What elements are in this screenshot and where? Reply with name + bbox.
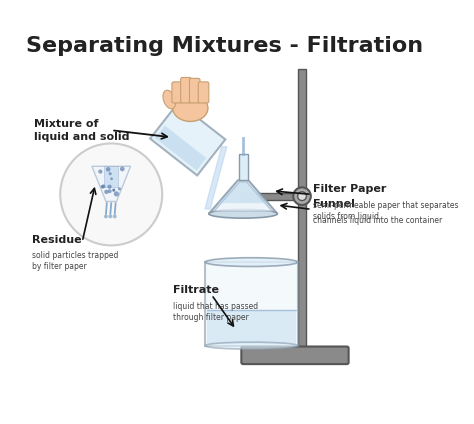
Circle shape bbox=[108, 184, 112, 189]
FancyBboxPatch shape bbox=[104, 166, 118, 187]
Circle shape bbox=[114, 191, 119, 196]
Polygon shape bbox=[92, 166, 130, 201]
Circle shape bbox=[110, 177, 113, 180]
Polygon shape bbox=[209, 180, 277, 214]
Ellipse shape bbox=[173, 95, 208, 121]
Circle shape bbox=[120, 167, 125, 171]
Circle shape bbox=[112, 189, 115, 191]
Circle shape bbox=[101, 184, 105, 188]
Circle shape bbox=[118, 187, 121, 190]
Circle shape bbox=[104, 190, 109, 194]
Text: Filtrate: Filtrate bbox=[173, 285, 219, 295]
FancyBboxPatch shape bbox=[207, 310, 296, 344]
Polygon shape bbox=[150, 103, 225, 176]
FancyBboxPatch shape bbox=[239, 154, 247, 180]
Circle shape bbox=[112, 189, 115, 192]
FancyBboxPatch shape bbox=[205, 262, 298, 346]
Text: Residue: Residue bbox=[32, 234, 82, 245]
Circle shape bbox=[293, 187, 311, 205]
Text: solid particles trapped
by filter paper: solid particles trapped by filter paper bbox=[32, 251, 118, 271]
Text: Funnel: Funnel bbox=[313, 199, 356, 209]
Circle shape bbox=[100, 185, 104, 189]
Circle shape bbox=[108, 189, 112, 193]
Circle shape bbox=[98, 170, 102, 174]
Circle shape bbox=[60, 143, 162, 245]
Ellipse shape bbox=[205, 258, 298, 267]
Text: liquid that has passed
through filter paper: liquid that has passed through filter pa… bbox=[173, 302, 258, 322]
Polygon shape bbox=[155, 126, 206, 170]
Circle shape bbox=[106, 167, 110, 172]
FancyBboxPatch shape bbox=[181, 78, 191, 103]
FancyBboxPatch shape bbox=[241, 346, 348, 364]
Circle shape bbox=[109, 172, 112, 175]
FancyBboxPatch shape bbox=[190, 78, 200, 103]
Text: Filter Paper: Filter Paper bbox=[313, 184, 387, 195]
Circle shape bbox=[298, 192, 306, 201]
Circle shape bbox=[109, 215, 112, 218]
Text: semi-permeable paper that separates
solids from liquid.: semi-permeable paper that separates soli… bbox=[313, 201, 459, 220]
FancyBboxPatch shape bbox=[198, 82, 209, 103]
FancyBboxPatch shape bbox=[299, 69, 306, 350]
Polygon shape bbox=[214, 182, 272, 211]
FancyBboxPatch shape bbox=[240, 192, 304, 200]
Circle shape bbox=[113, 215, 117, 218]
Ellipse shape bbox=[209, 209, 277, 218]
Text: Separating Mixtures - Filtration: Separating Mixtures - Filtration bbox=[26, 36, 423, 56]
Ellipse shape bbox=[205, 342, 298, 349]
Ellipse shape bbox=[163, 90, 175, 109]
Polygon shape bbox=[218, 183, 269, 203]
Circle shape bbox=[104, 215, 108, 218]
Text: channels liquid into the container: channels liquid into the container bbox=[313, 215, 443, 225]
FancyBboxPatch shape bbox=[172, 82, 182, 103]
Text: Mixture of
liquid and solid: Mixture of liquid and solid bbox=[34, 119, 129, 142]
